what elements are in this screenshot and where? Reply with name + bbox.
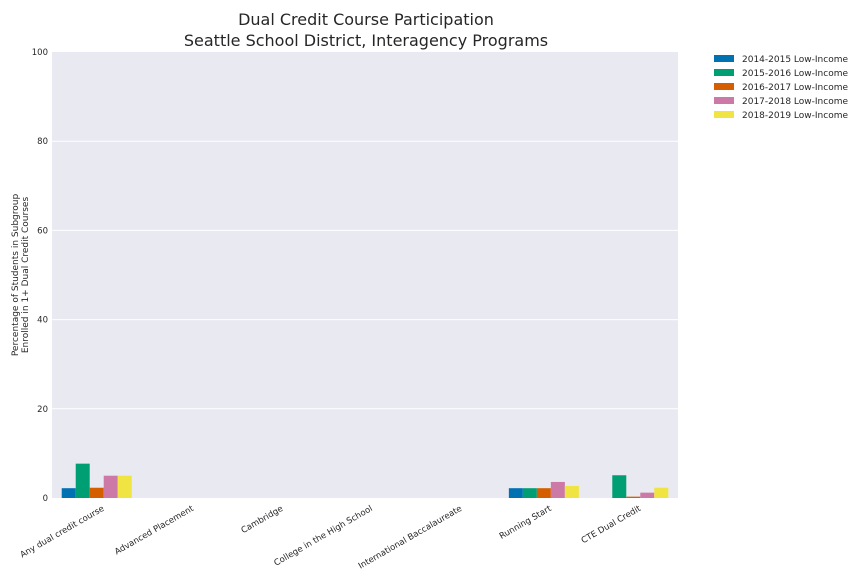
bar	[522, 488, 537, 498]
chart-title: Dual Credit Course Participation	[238, 10, 494, 29]
x-tick-labels: Any dual credit course Advanced Placement…	[19, 504, 644, 572]
bar	[612, 475, 627, 498]
plot-area	[52, 52, 678, 498]
bar	[61, 488, 76, 498]
y-tick-label: 60	[37, 226, 48, 236]
legend: 2014-2015 Low-Income 2015-2016 Low-Income…	[714, 55, 848, 121]
bar	[103, 475, 118, 498]
y-axis-label-line: Enrolled in 1+ Dual Credit Courses	[21, 197, 31, 354]
bar	[550, 481, 565, 498]
x-tick-label: Any dual credit course	[19, 504, 107, 560]
legend-label: 2017-2018 Low-Income	[742, 97, 848, 107]
legend-label: 2015-2016 Low-Income	[742, 69, 848, 79]
y-axis-label: Percentage of Students in Subgroup Enroll…	[11, 194, 31, 357]
bar	[117, 475, 132, 498]
legend-label: 2016-2017 Low-Income	[742, 83, 848, 93]
y-tick-label: 40	[37, 316, 48, 326]
grid-lines	[52, 140, 678, 410]
bar	[626, 496, 641, 498]
x-tick-label: Cambridge	[240, 504, 285, 536]
x-tick-label: International Baccalaureate	[357, 504, 464, 572]
x-tick-label: Advanced Placement	[113, 504, 196, 558]
bars	[61, 463, 669, 498]
bar	[89, 487, 104, 498]
bar	[654, 487, 669, 498]
y-axis-label-line: Percentage of Students in Subgroup	[11, 194, 21, 357]
bar	[508, 488, 523, 498]
x-tick-label: College in the High School	[273, 504, 375, 569]
legend-swatch	[714, 97, 734, 104]
bar	[536, 488, 551, 498]
bar	[640, 492, 655, 498]
legend-swatch	[714, 55, 734, 62]
x-tick-label: Running Start	[498, 504, 554, 542]
bar	[75, 463, 90, 498]
legend-label: 2014-2015 Low-Income	[742, 55, 848, 65]
legend-swatch	[714, 83, 734, 90]
bar	[564, 485, 579, 498]
y-tick-label: 80	[37, 137, 48, 147]
y-tick-label: 100	[32, 48, 48, 58]
legend-swatch	[714, 111, 734, 118]
legend-label: 2018-2019 Low-Income	[742, 111, 848, 121]
x-tick-label: CTE Dual Credit	[580, 504, 644, 546]
y-tick-label: 0	[43, 494, 48, 504]
legend-swatch	[714, 69, 734, 76]
y-tick-label: 20	[37, 405, 48, 415]
y-tick-labels: 0 20 40 60 80 100	[32, 48, 48, 504]
chart-subtitle: Seattle School District, Interagency Pro…	[184, 31, 548, 50]
